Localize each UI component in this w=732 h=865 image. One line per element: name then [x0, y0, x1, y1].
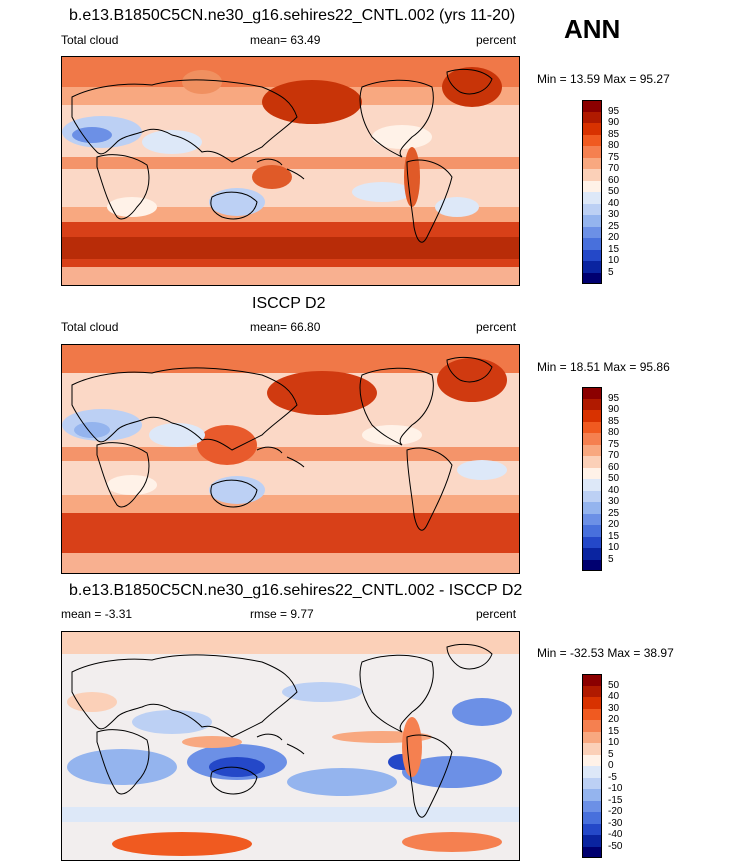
colorbar-tick-label: 40 — [608, 484, 620, 496]
colorbar-tick-label: 85 — [608, 415, 620, 427]
colorbar-tick-label: 15 — [608, 243, 620, 255]
colorbar-tick-label: 25 — [608, 507, 620, 519]
panel-1-left-label: Total cloud — [61, 33, 119, 47]
colorbar-tick-label: 25 — [608, 220, 620, 232]
panel-3-left-label: mean = -3.31 — [61, 607, 133, 621]
colorbar-tick-label: 5 — [608, 553, 614, 565]
colorbar-tick-label: 75 — [608, 438, 620, 450]
colorbar-frame — [582, 387, 602, 571]
colorbar-tick-label: 50 — [608, 473, 620, 484]
colorbar-tick-label: -20 — [608, 806, 623, 817]
colorbar-tick-label: 80 — [608, 427, 620, 438]
colorbar-tick-label: 85 — [608, 128, 620, 140]
colorbar-tick-label: 95 — [608, 105, 620, 117]
colorbar-tick-label: 10 — [608, 542, 620, 553]
colorbar-tick-label: 30 — [608, 496, 620, 507]
panel-1-map — [61, 56, 520, 286]
colorbar-frame — [582, 674, 602, 858]
colorbar-tick-label: 10 — [608, 737, 620, 748]
colorbar-tick-label: 95 — [608, 392, 620, 404]
panel-3-units: percent — [476, 607, 517, 621]
colorbar-tick-label: 70 — [608, 163, 620, 174]
colorbar-tick-label: 15 — [608, 530, 620, 542]
panel-3-rmse: rmse = 9.77 — [250, 607, 314, 621]
colorbar-tick-label: 80 — [608, 140, 620, 151]
colorbar-tick-label: 20 — [608, 519, 620, 530]
colorbar-tick-label: 50 — [608, 679, 620, 691]
panel-2-left-label: Total cloud — [61, 320, 119, 334]
panel-1-minmax: Min = 13.59 Max = 95.27 — [537, 72, 670, 86]
colorbar-tick-label: -30 — [608, 817, 623, 829]
panel-2-units: percent — [476, 320, 517, 334]
colorbar-tick-label: -5 — [608, 771, 617, 783]
colorbar-tick-label: 40 — [608, 197, 620, 209]
colorbar-tick-label: 30 — [608, 702, 620, 714]
colorbar-tick-label: 0 — [608, 760, 614, 771]
colorbar-tick-label: 30 — [608, 209, 620, 220]
panel-2-map — [61, 344, 520, 574]
panel-2-mean: mean= 66.80 — [250, 320, 321, 334]
panel-2-title: ISCCP D2 — [252, 295, 326, 312]
colorbar-tick-label: -40 — [608, 829, 623, 840]
panel-1-mean: mean= 63.49 — [250, 33, 321, 47]
colorbar-tick-label: 40 — [608, 691, 620, 702]
colorbar-tick-label: 15 — [608, 725, 620, 737]
season-label: ANN — [564, 14, 621, 44]
colorbar-tick-label: 5 — [608, 748, 614, 760]
panel-1-units: percent — [476, 33, 517, 47]
colorbar-tick-label: 20 — [608, 232, 620, 243]
colorbar-tick-label: 70 — [608, 450, 620, 461]
colorbar-tick-label: 10 — [608, 255, 620, 266]
panel-3-map — [61, 631, 520, 861]
colorbar-tick-label: 5 — [608, 266, 614, 278]
colorbar-tick-label: -10 — [608, 783, 623, 794]
panel-3-minmax: Min = -32.53 Max = 38.97 — [537, 646, 674, 660]
colorbar-tick-label: 90 — [608, 404, 620, 415]
colorbar-frame — [582, 100, 602, 284]
colorbar-tick-label: 60 — [608, 174, 620, 186]
colorbar-tick-label: 50 — [608, 186, 620, 197]
panel-2-minmax: Min = 18.51 Max = 95.86 — [537, 360, 670, 374]
colorbar-tick-label: 75 — [608, 151, 620, 163]
panel-3-title: b.e13.B1850C5CN.ne30_g16.sehires22_CNTL.… — [69, 582, 523, 599]
colorbar-tick-label: 90 — [608, 117, 620, 128]
colorbar-tick-label: -15 — [608, 794, 623, 806]
colorbar-tick-label: -50 — [608, 840, 623, 852]
colorbar-tick-label: 60 — [608, 461, 620, 473]
panel-1-title: b.e13.B1850C5CN.ne30_g16.sehires22_CNTL.… — [69, 7, 516, 24]
colorbar-tick-label: 20 — [608, 714, 620, 725]
